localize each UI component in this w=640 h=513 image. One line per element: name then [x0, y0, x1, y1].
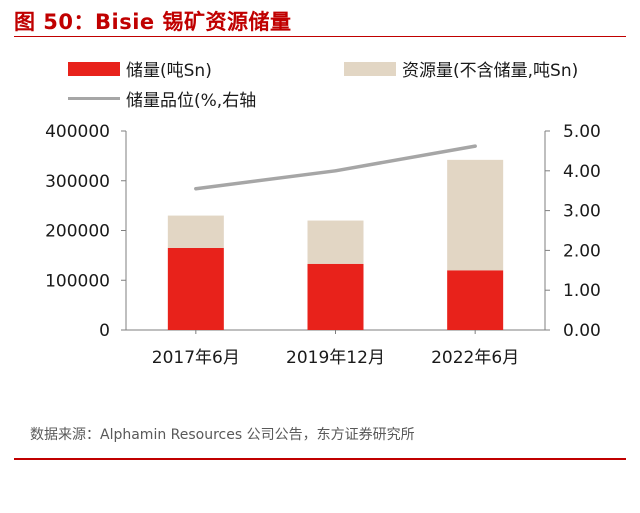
x-tick-label: 2017年6月 [152, 348, 240, 368]
legend-item-resources: 资源量(不含储量,吨Sn) [344, 56, 578, 81]
legend-swatch-grade [68, 97, 120, 100]
left-tick-label: 300000 [45, 172, 110, 192]
grade-point [194, 187, 198, 191]
bar-reserves [447, 270, 504, 330]
legend-swatch-reserves [68, 61, 120, 76]
right-tick-label: 0.00 [563, 321, 601, 341]
stacked-bar-line-chart: 0 100000 200000 300000 400000 0.00 1.00 2.00 3.0… [45, 122, 601, 368]
right-tick-label: 3.00 [563, 202, 601, 222]
legend-item-reserves: 储量(吨Sn) [68, 56, 212, 81]
x-tick-label: 2022年6月 [431, 348, 519, 368]
footer-rule [14, 458, 626, 460]
grade-line [194, 144, 477, 191]
bar-resources [307, 220, 364, 264]
right-tick-label: 2.00 [563, 241, 601, 261]
left-tick-label: 200000 [45, 222, 110, 242]
right-tick-label: 4.00 [563, 162, 601, 182]
bar-reserves [307, 263, 364, 330]
left-tick-label: 400000 [45, 122, 110, 142]
bar-reserves [167, 247, 224, 330]
source-note: 数据来源：Alphamin Resources 公司公告，东方证券研究所 [30, 427, 415, 443]
figure-title: 图 50：Bisie 锡矿资源储量 [14, 10, 292, 34]
legend-label-reserves: 储量(吨Sn) [126, 61, 212, 81]
right-tick-label: 5.00 [563, 122, 601, 142]
title-rule [14, 36, 626, 37]
grade-point [473, 144, 477, 148]
x-tick-label: 2019年12月 [286, 348, 385, 368]
legend-label-resources: 资源量(不含储量,吨Sn) [402, 61, 579, 81]
left-tick-label: 100000 [45, 271, 110, 291]
legend-label-grade: 储量品位(%,右轴 [126, 91, 257, 111]
bar-resources [447, 159, 504, 271]
left-tick-label: 0 [99, 321, 110, 341]
grade-point [334, 169, 337, 173]
legend-swatch-resources [344, 61, 396, 76]
legend-item-grade: 储量品位(%,右轴 [68, 86, 256, 111]
right-tick-label: 1.00 [563, 281, 601, 301]
bar-resources [167, 215, 224, 248]
